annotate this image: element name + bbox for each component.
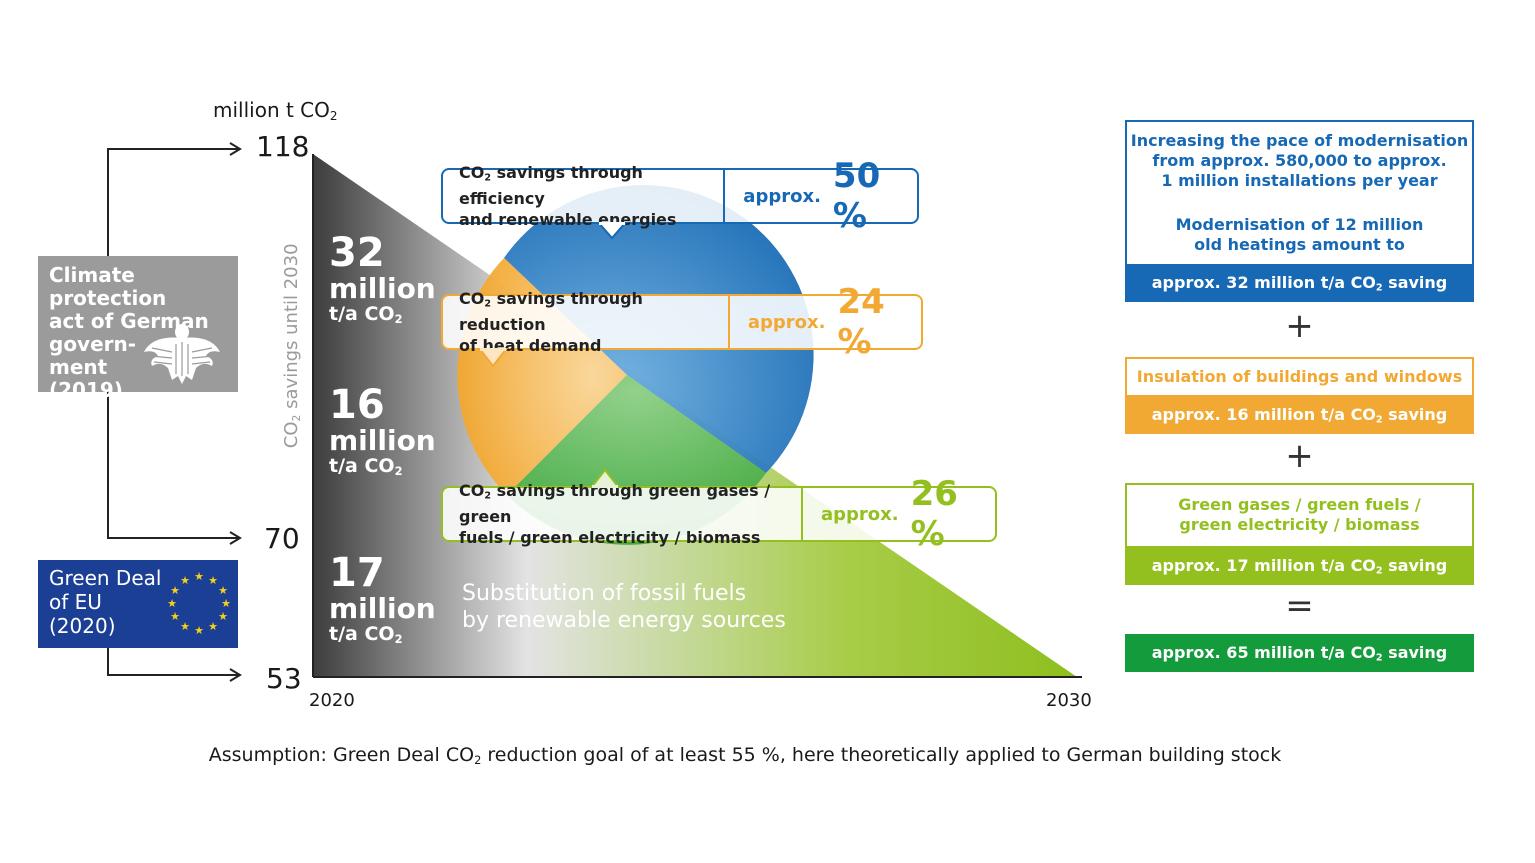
insulation-saving-bar: approx. 16 million t/a CO2 saving bbox=[1125, 396, 1474, 434]
equals-operator: = bbox=[1285, 586, 1314, 626]
eu-stars-icon: ★ ★★ ★★★ ★★★ ★★★ bbox=[168, 572, 230, 634]
callout-heat-demand-pointer bbox=[478, 348, 508, 368]
plus-operator-1: + bbox=[1285, 306, 1314, 346]
callout-heat-demand: CO2 savings through reduction of heat dem… bbox=[441, 282, 923, 362]
y-axis-unit-label: million t CO2 bbox=[213, 98, 338, 123]
substitution-text: Substitution of fossil fuels by renewabl… bbox=[462, 581, 786, 633]
climate-protection-act-box: Climate protection act of German govern-… bbox=[38, 256, 238, 402]
svg-text:★: ★ bbox=[194, 624, 204, 634]
y-tick-118: 118 bbox=[256, 130, 310, 163]
svg-text:★: ★ bbox=[208, 620, 218, 633]
vertical-axis-label: CO2 savings until 2030 bbox=[281, 243, 303, 449]
bracket-arrows bbox=[107, 142, 242, 682]
svg-text:★: ★ bbox=[180, 620, 190, 633]
segment-32: 32 million t/a CO2 bbox=[329, 230, 436, 327]
modernisation-box: Increasing the pace of modernisation fro… bbox=[1125, 120, 1474, 302]
y-tick-53: 53 bbox=[266, 662, 302, 695]
footnote: Assumption: Green Deal CO2 reduction goa… bbox=[208, 744, 1282, 767]
callout-efficiency: CO2 savings through efficiency and renewa… bbox=[441, 156, 919, 236]
modernisation-saving-bar: approx. 32 million t/a CO2 saving bbox=[1125, 264, 1474, 302]
eagle-icon bbox=[144, 324, 220, 384]
svg-text:★: ★ bbox=[194, 572, 204, 583]
svg-text:★: ★ bbox=[170, 610, 180, 623]
segment-17: 17 million t/a CO2 bbox=[329, 550, 436, 647]
x-tick-2030: 2030 bbox=[1046, 690, 1092, 711]
svg-text:★: ★ bbox=[168, 597, 177, 610]
callout-green: CO2 savings through green gases / green f… bbox=[441, 474, 997, 554]
green-saving-bar: approx. 17 million t/a CO2 saving bbox=[1125, 547, 1474, 585]
segment-16: 16 million t/a CO2 bbox=[329, 382, 436, 479]
eu-green-deal-box: Green Deal of EU (2020) ★ ★ ★ ★ ★ ★ ★ ★ ★ ★ ★ ★ bbox=[38, 560, 238, 648]
svg-text:★: ★ bbox=[218, 584, 228, 597]
y-tick-70: 70 bbox=[264, 522, 300, 555]
plus-operator-2: + bbox=[1285, 436, 1314, 476]
x-tick-2020: 2020 bbox=[309, 690, 355, 711]
svg-text:★: ★ bbox=[208, 574, 218, 587]
insulation-box: Insulation of buildings and windows appr… bbox=[1125, 357, 1474, 434]
callout-green-pointer bbox=[590, 468, 620, 488]
svg-text:★: ★ bbox=[170, 584, 180, 597]
callout-efficiency-pointer bbox=[597, 222, 627, 240]
green-gases-box: Green gases / green fuels / green electr… bbox=[1125, 483, 1474, 585]
svg-text:★: ★ bbox=[218, 610, 228, 623]
svg-text:★: ★ bbox=[221, 597, 230, 610]
svg-text:★: ★ bbox=[180, 574, 190, 587]
total-saving-bar: approx. 65 million t/a CO2 saving bbox=[1125, 634, 1474, 672]
